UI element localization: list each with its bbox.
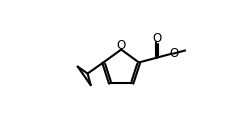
Text: O: O: [170, 47, 179, 60]
Text: O: O: [117, 39, 126, 52]
Text: O: O: [152, 32, 162, 45]
